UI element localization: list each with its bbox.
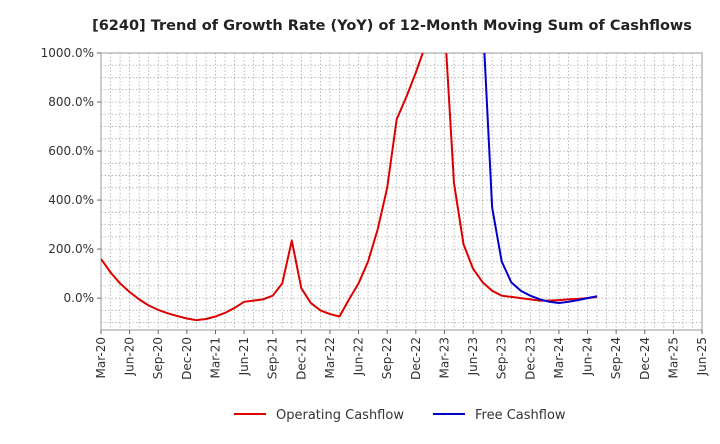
x-tick-label: Sep-20 <box>151 337 165 379</box>
y-tick-label: 0.0% <box>64 291 95 305</box>
series-line-operating-cashflow <box>101 53 598 322</box>
series-layer <box>101 53 598 322</box>
y-axis-ticks: 0.0% 200.0% 400.0% 600.0% 800.0% 1000.0% <box>41 46 101 305</box>
x-tick-label: Jun-25 <box>695 337 709 376</box>
grid <box>101 53 702 330</box>
x-axis-ticks: Mar-20 Jun-20 Sep-20 Dec-20 Mar-21 Jun-21 Sep-… <box>94 330 709 380</box>
x-tick-label: Jun-21 <box>237 337 251 376</box>
x-tick-label: Mar-23 <box>437 337 451 378</box>
x-tick-label: Sep-24 <box>609 337 623 379</box>
y-tick-label: 200.0% <box>48 242 94 256</box>
x-tick-label: Dec-23 <box>523 337 537 380</box>
legend-label: Free Cashflow <box>475 408 566 423</box>
plot-area-frame <box>100 52 703 331</box>
x-tick-label: Mar-22 <box>323 337 337 378</box>
x-tick-label: Dec-22 <box>409 337 423 380</box>
x-tick-label: Mar-24 <box>552 337 566 378</box>
y-tick-label: 1000.0% <box>41 46 94 60</box>
x-tick-label: Jun-23 <box>466 337 480 376</box>
y-tick-label: 800.0% <box>48 95 94 109</box>
x-tick-label: Dec-21 <box>294 337 308 380</box>
y-tick-label: 600.0% <box>48 144 94 158</box>
chart-title: [6240] Trend of Growth Rate (YoY) of 12-… <box>92 18 692 34</box>
x-tick-label: Sep-22 <box>380 337 394 379</box>
x-tick-label: Jun-20 <box>123 337 137 376</box>
x-tick-label: Sep-23 <box>495 337 509 379</box>
x-tick-label: Jun-24 <box>581 337 595 376</box>
x-tick-label: Sep-21 <box>266 337 280 379</box>
x-tick-label: Jun-22 <box>352 337 366 376</box>
x-tick-label: Dec-24 <box>638 337 652 380</box>
legend-label: Operating Cashflow <box>276 408 404 423</box>
series-line-free-cashflow <box>483 53 598 305</box>
y-tick-label: 400.0% <box>48 193 94 207</box>
x-tick-label: Dec-20 <box>180 337 194 380</box>
x-tick-label: Mar-21 <box>208 337 222 378</box>
x-tick-label: Mar-25 <box>666 337 680 378</box>
x-tick-label: Mar-20 <box>94 337 108 378</box>
legend: Operating Cashflow Free Cashflow <box>234 408 566 423</box>
